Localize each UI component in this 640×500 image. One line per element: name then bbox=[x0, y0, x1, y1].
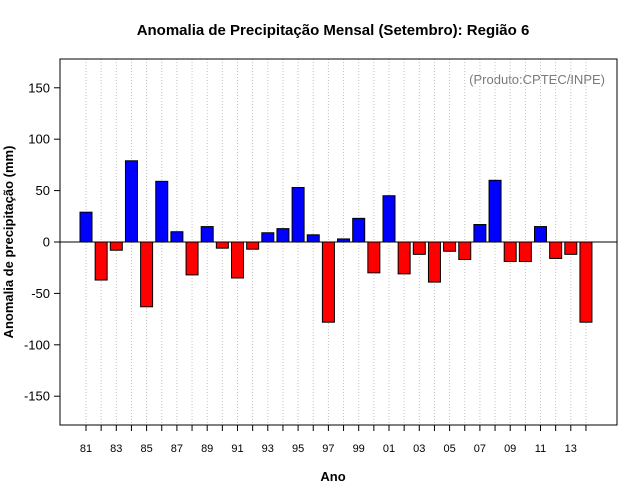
y-tick-label-100: 100 bbox=[28, 132, 50, 147]
bar-99 bbox=[352, 217, 366, 243]
y-axis: -150 -100 -50 0 50 100 150 bbox=[24, 80, 60, 404]
bar-84 bbox=[124, 160, 138, 243]
bar-90 bbox=[215, 241, 229, 249]
bar-09 bbox=[503, 241, 517, 263]
x-tick-label-87: 87 bbox=[171, 443, 183, 455]
x-tick-label-03: 03 bbox=[413, 443, 425, 455]
bar-96 bbox=[306, 234, 320, 243]
bar-82 bbox=[94, 241, 108, 281]
bar-95 bbox=[291, 187, 305, 243]
bars bbox=[79, 160, 593, 323]
y-tick-label--150: -150 bbox=[24, 389, 50, 404]
y-tick-label--50: -50 bbox=[31, 286, 50, 301]
bar-91 bbox=[231, 241, 244, 279]
bar-00 bbox=[367, 241, 381, 274]
bar-97 bbox=[321, 241, 335, 323]
x-tick-label-09: 09 bbox=[504, 443, 516, 455]
y-tick-label--100: -100 bbox=[24, 337, 50, 352]
bar-05 bbox=[443, 241, 457, 252]
bar-92 bbox=[246, 241, 260, 250]
bar-08 bbox=[488, 179, 502, 243]
x-tick-label-81: 81 bbox=[80, 443, 92, 455]
bar-11 bbox=[534, 226, 547, 243]
x-tick-label-11: 11 bbox=[535, 443, 546, 455]
bar-03 bbox=[412, 241, 426, 255]
bar-94 bbox=[276, 228, 290, 243]
bar-87 bbox=[170, 231, 184, 243]
y-tick-label-50: 50 bbox=[36, 183, 50, 198]
x-tick-label-97: 97 bbox=[322, 443, 334, 455]
x-tick-label-85: 85 bbox=[140, 443, 152, 455]
bar-89 bbox=[200, 226, 214, 243]
x-tick-label-05: 05 bbox=[443, 443, 455, 455]
y-tick-label-150: 150 bbox=[28, 80, 50, 95]
x-tick-label-13: 13 bbox=[565, 443, 577, 455]
y-tick-label-0: 0 bbox=[43, 235, 50, 250]
bar-13 bbox=[564, 241, 578, 255]
chart-title: Anomalia de Precipitação Mensal (Setembr… bbox=[137, 22, 530, 39]
x-tick-label-99: 99 bbox=[353, 443, 365, 455]
bar-01 bbox=[382, 195, 396, 243]
bar-81 bbox=[79, 211, 93, 243]
bar-98 bbox=[337, 238, 351, 243]
x-tick-label-01: 01 bbox=[383, 443, 395, 455]
bar-85 bbox=[140, 241, 154, 308]
bar-06 bbox=[458, 241, 472, 260]
x-tick-label-89: 89 bbox=[201, 443, 213, 455]
x-axis-label: Ano bbox=[320, 469, 345, 484]
bar-83 bbox=[109, 241, 123, 251]
x-tick-label-83: 83 bbox=[110, 443, 122, 455]
bar-07 bbox=[473, 224, 487, 243]
bar-93 bbox=[261, 232, 275, 243]
bar-12 bbox=[549, 241, 563, 259]
bar-10 bbox=[518, 241, 532, 263]
bar-02 bbox=[397, 241, 411, 275]
bar-14 bbox=[579, 241, 593, 323]
x-axis: 81 83 85 87 89 91 93 95 97 99 01 03 05 07 09 11 13 bbox=[80, 425, 587, 455]
x-tick-label-95: 95 bbox=[292, 443, 304, 455]
y-axis-label: Anomalia de precipitação (mm) bbox=[1, 146, 16, 339]
x-tick-label-93: 93 bbox=[262, 443, 274, 455]
bar-86 bbox=[155, 180, 169, 243]
bar-88 bbox=[185, 241, 199, 276]
x-tick-label-07: 07 bbox=[474, 443, 486, 455]
bar-04 bbox=[427, 241, 441, 283]
product-annotation: (Produto:CPTEC/INPE) bbox=[469, 72, 605, 87]
x-tick-label-91: 91 bbox=[231, 443, 243, 455]
